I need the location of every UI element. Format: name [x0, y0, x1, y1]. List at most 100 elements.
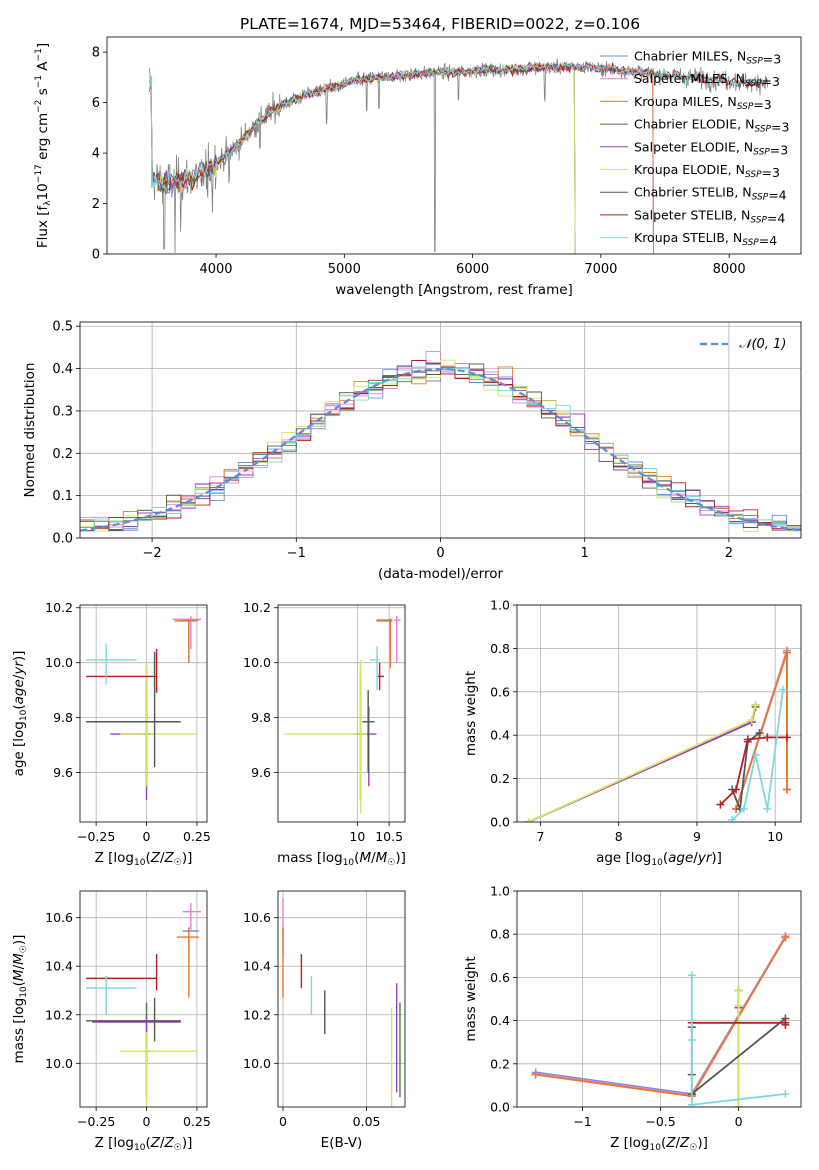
y-tick-label: 0.4 [52, 362, 73, 377]
errorbar-chabrier-elodie [354, 670, 364, 801]
y-tick-label: 0.0 [52, 532, 73, 547]
errorbar-kroupa-stelib [86, 975, 137, 1015]
errorbar-kroupa-elodie [120, 662, 197, 787]
model-line-chabrier-elodie [148, 63, 576, 254]
x-tick-label: 0 [143, 829, 151, 844]
axes-decor: 4000 5000 6000 7000 8000 0 2 4 6 8 wavelength [Ang… [34, 36, 802, 298]
spectrum-legend: Chabrier MILES, NSSP=3 Salpeter MILES, NS… [600, 49, 789, 248]
x-tick-label: 8000 [713, 262, 746, 277]
model-line-kroupa-elodie [148, 61, 576, 254]
y-tick-label: 9.8 [251, 710, 271, 725]
x-tick-label: 10 [349, 829, 365, 844]
x-tick-label: 7000 [584, 262, 617, 277]
weight-line-chabrier-stelib [731, 732, 761, 810]
panel-age-vs-Z: −0.25 0 0.25 9.6 9.8 10.0 10.2 Z [log10(Z/Z☉)] a… [11, 600, 211, 868]
model-line-kroupa-stelib [148, 61, 767, 193]
y-tick-label: 0 [92, 248, 100, 263]
model-line-chabrier-miles [156, 61, 654, 254]
weight-line-kroupa-stelib [690, 975, 786, 1106]
model-line-kroupa-miles [156, 62, 654, 254]
x-tick-label: 2 [725, 546, 733, 561]
legend-label: Chabrier STELIB, NSSP=4 [634, 185, 787, 203]
plot-area [531, 932, 790, 1107]
y-tick-label: 10.6 [243, 910, 271, 925]
axes-decor: 0 0.05 10.0 10.2 10.4 10.6 E(B-V) [243, 890, 406, 1151]
hist-step-kroupa-stelib [80, 364, 801, 532]
errorbar-kroupa-stelib [370, 646, 380, 691]
grid-lines [278, 891, 405, 1107]
x-axis-label: Z [log10(Z/Z☉)] [610, 1135, 708, 1153]
y-tick-label: 10.2 [243, 1007, 271, 1022]
weight-marker [781, 933, 790, 942]
weight-marker [743, 735, 752, 744]
y-tick-label: 10.0 [45, 1056, 73, 1071]
y-tick-label: 9.6 [53, 765, 73, 780]
weight-marker [734, 1001, 743, 1010]
y-tick-label: 10.4 [45, 959, 73, 974]
weight-marker [531, 1070, 540, 1079]
x-axis-label: age [log10(age/yr)] [596, 850, 722, 868]
axes-frame [79, 604, 208, 823]
y-axis-label: age [log10(age/yr)] [11, 651, 29, 777]
errorbar-chabrier-stelib [362, 690, 375, 773]
weight-marker [751, 750, 760, 759]
x-tick-label: 0.25 [183, 829, 211, 844]
y-tick-label: 10.2 [243, 600, 271, 615]
errorbar-salpeter-miles [393, 615, 401, 663]
x-tick-label: 10 [767, 829, 783, 844]
weight-marker [524, 818, 533, 822]
legend-label: Kroupa ELODIE, NSSP=3 [634, 162, 780, 180]
errorbar-kroupa-elodie [120, 1031, 197, 1107]
errorbar-chabrier-stelib [86, 997, 181, 1042]
plot-area [148, 58, 768, 254]
weight-marker [751, 700, 760, 709]
axes-frame [277, 604, 406, 823]
errorbar-chabrier-stelib [86, 651, 181, 768]
y-tick-label: 10.6 [45, 910, 73, 925]
errorbar-kroupa-miles [376, 618, 393, 669]
axes-frame [516, 890, 802, 1108]
axes-decor: 7 8 9 10 0.0 0.2 0.4 0.6 0.8 1.0 age [log10(age/yr… [463, 598, 802, 868]
weight-line-salpeter-stelib [719, 736, 787, 806]
x-tick-label: 0.25 [183, 1114, 211, 1129]
plot-area [284, 615, 401, 814]
y-tick-label: 10.2 [45, 600, 73, 615]
legend-label: Kroupa MILES, NSSP=3 [634, 94, 772, 112]
x-tick-label: −2 [143, 546, 162, 561]
y-tick-label: 0.5 [52, 320, 73, 335]
data-spectrum-line [148, 58, 768, 253]
axes-decor: −0.25 0 0.25 9.6 9.8 10.0 10.2 Z [log10(Z/Z☉)] a… [11, 600, 211, 868]
x-axis-label: Z [log10(Z/Z☉)] [95, 1135, 193, 1153]
y-tick-label: 0.2 [490, 771, 510, 786]
y-axis-label: Normed distribution [22, 363, 38, 498]
model-line-salpeter-elodie [148, 61, 576, 254]
legend-label: 𝒩(0, 1) [739, 337, 786, 352]
errorbar-salpeter-elodie [92, 1014, 181, 1064]
panel-residuals: −2 −1 0 1 2 0.0 0.1 0.2 0.3 0.4 0.5 (data-model)/er… [22, 320, 802, 582]
y-tick-label: 1.0 [490, 884, 510, 899]
axes-frame [516, 604, 802, 823]
y-axis-label: mass [log10(M/M☉)] [11, 935, 29, 1064]
weight-marker [755, 729, 764, 738]
y-axis-label: mass weight [463, 956, 479, 1041]
weight-marker [763, 733, 772, 742]
x-axis-label: mass [log10(M/M☉)] [277, 850, 406, 868]
errorbar-salpeter-elodie [110, 665, 155, 801]
errorbar-salpeter-miles [182, 903, 201, 930]
y-tick-label: 10.4 [243, 959, 271, 974]
panel-weight-vs-Z: −1 −0.5 0 0.0 0.2 0.4 0.6 0.8 1.0 Z [log10(Z/Z☉)]… [463, 884, 802, 1153]
y-tick-label: 0.4 [490, 1013, 510, 1028]
x-tick-label: −1 [573, 1114, 591, 1129]
y-tick-label: 1.0 [490, 598, 510, 613]
x-tick-label: 7 [536, 829, 544, 844]
legend-label: Salpeter MILES, NSSP=3 [634, 71, 780, 89]
weight-marker [782, 785, 791, 794]
panel-spectrum: 4000 5000 6000 7000 8000 0 2 4 6 8 wavelength [Ang… [34, 36, 802, 298]
weight-marker [739, 804, 748, 813]
y-tick-label: 0.6 [490, 684, 510, 699]
y-tick-label: 6 [92, 96, 100, 111]
x-tick-label: 5000 [328, 262, 361, 277]
errorbar-kroupa-stelib [86, 643, 137, 685]
grid-lines [517, 890, 801, 1108]
